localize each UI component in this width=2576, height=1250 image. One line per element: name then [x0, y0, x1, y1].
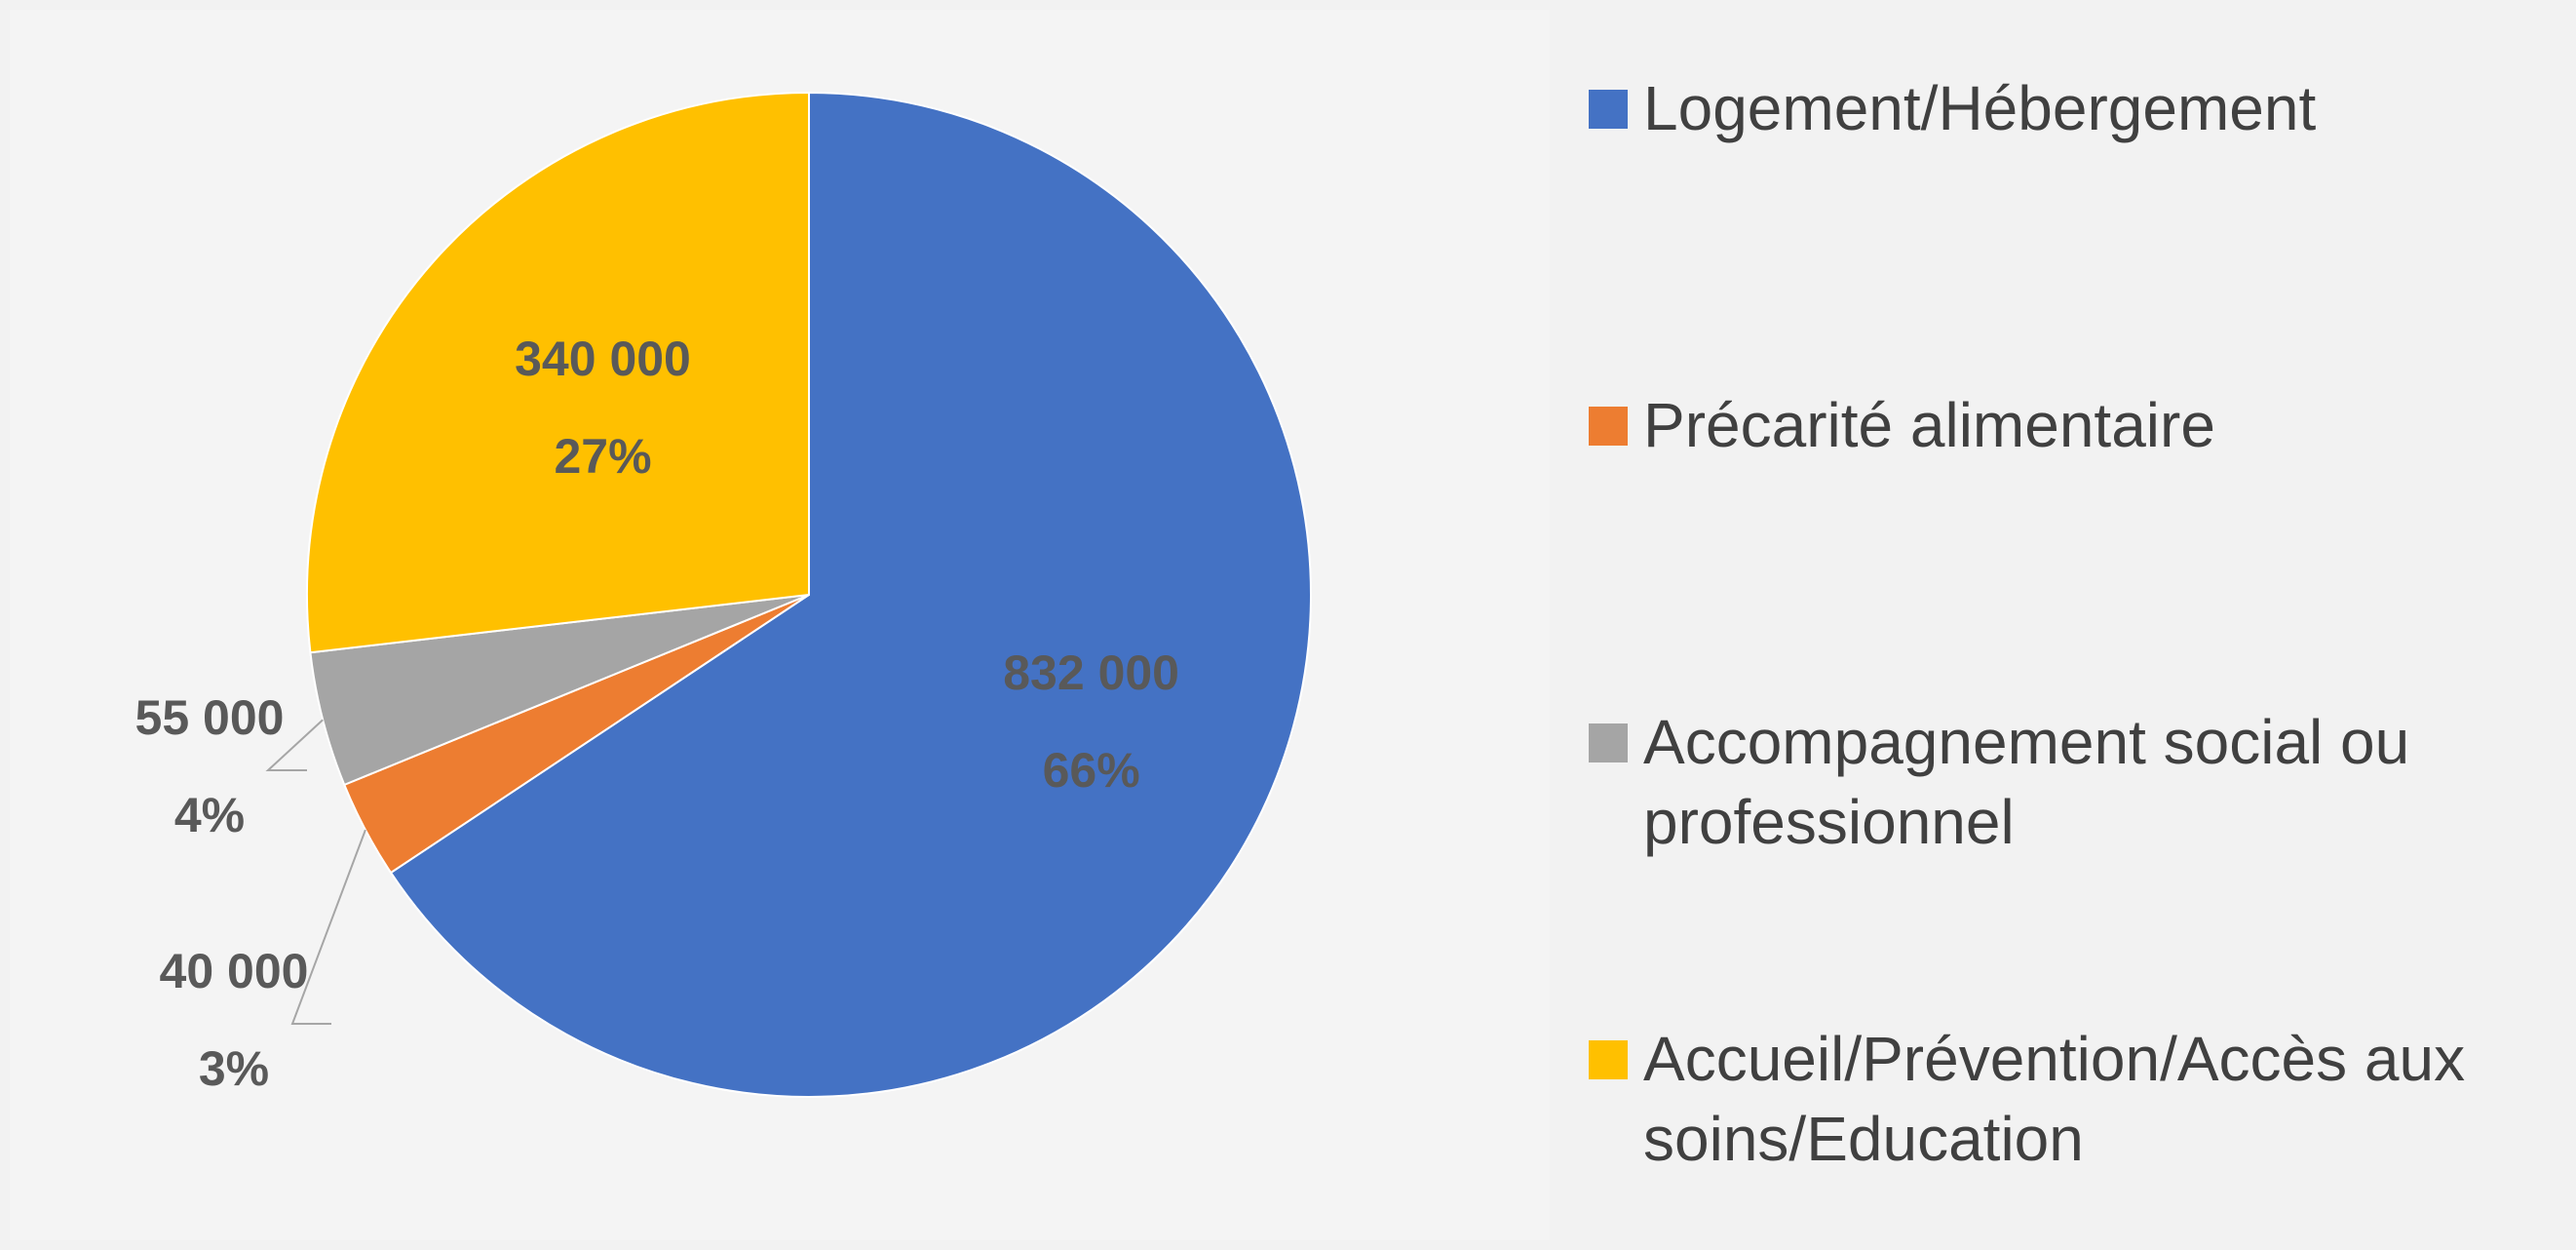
data-label-percent: 66% — [1043, 743, 1140, 798]
pie-area: 832 000 66% 40 000 3% 55 000 4% 340 000 27% — [135, 91, 1312, 1098]
data-label: 40 000 — [160, 944, 309, 998]
legend-item: Accompagnement social ou professionnel — [1589, 702, 2559, 862]
legend-item: Logement/Hébergement — [1589, 68, 2559, 148]
legend-label: Précarité alimentaire — [1643, 390, 2215, 460]
legend-swatch — [1589, 1040, 1628, 1079]
legend-label: Logement/Hébergement — [1643, 73, 2317, 143]
legend-item: Précarité alimentaire — [1589, 385, 2559, 465]
legend-swatch — [1589, 90, 1628, 129]
legend-label: Accueil/Prévention/Accès aux soins/Educa… — [1643, 1024, 2466, 1174]
pie-slice — [306, 91, 810, 654]
leader-line — [290, 829, 366, 1025]
data-label-percent: 27% — [554, 429, 651, 484]
data-label-percent: 4% — [174, 788, 245, 842]
leader-line — [265, 719, 324, 771]
data-label: 340 000 — [515, 332, 691, 386]
pie-slice — [389, 91, 1312, 1098]
legend-label: Accompagnement social ou professionnel — [1643, 707, 2410, 857]
data-label: 55 000 — [135, 690, 285, 745]
data-label: 832 000 — [1003, 645, 1179, 700]
legend-item: Accueil/Prévention/Accès aux soins/Educa… — [1589, 1019, 2559, 1179]
data-label-percent: 3% — [199, 1041, 269, 1096]
legend-swatch — [1589, 723, 1628, 762]
legend-swatch — [1589, 407, 1628, 446]
